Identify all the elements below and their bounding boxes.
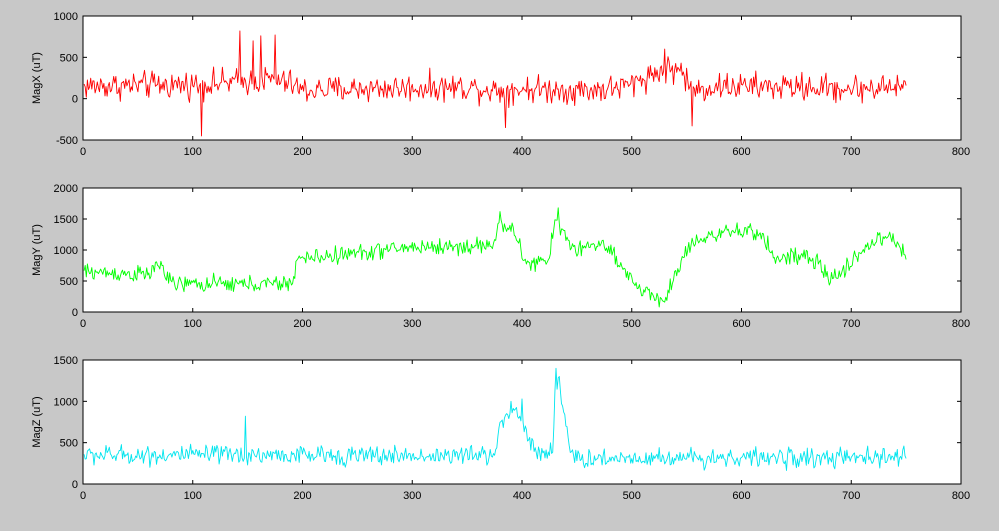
tick-layer: 0 100 200 300 400 500 600 700 800 0 500 1000 1500 200… [54, 183, 971, 330]
tick-layer: 0 100 200 300 400 500 600 700 800 0 500 1000 1500 [54, 355, 971, 502]
y-tick-label: 500 [60, 438, 78, 450]
x-tick-label: 100 [184, 146, 202, 158]
x-tick-label: 0 [80, 146, 86, 158]
x-tick-label: 500 [623, 318, 641, 330]
x-tick-label: 500 [623, 146, 641, 158]
x-tick-label: 0 [80, 490, 86, 502]
subplot-magz: MagZ (uT) 0 100 200 300 400 500 600 700 800 0 500 1… [31, 355, 970, 502]
y-tick-label: 500 [60, 52, 78, 64]
x-tick-label: 600 [732, 490, 750, 502]
series-line [83, 30, 907, 137]
series-magy [83, 207, 907, 308]
y-axis-label: MagZ (uT) [31, 396, 43, 447]
y-tick-label: 0 [72, 307, 78, 319]
x-tick-label: 100 [184, 490, 202, 502]
x-tick-label: 300 [403, 318, 421, 330]
x-tick-label: 400 [513, 318, 531, 330]
x-tick-label: 600 [732, 318, 750, 330]
y-tick-label: -500 [56, 135, 78, 147]
x-tick-label: 700 [842, 490, 860, 502]
y-tick-label: 0 [72, 94, 78, 106]
series-magx [83, 30, 907, 137]
y-tick-label: 0 [72, 479, 78, 491]
x-tick-label: 800 [952, 318, 970, 330]
y-tick-label: 500 [60, 276, 78, 288]
y-tick-label: 1500 [54, 355, 78, 367]
y-axis-label: MagX (uT) [31, 52, 43, 104]
x-tick-label: 400 [513, 146, 531, 158]
x-tick-label: 700 [842, 318, 860, 330]
series-line [83, 367, 907, 471]
x-tick-label: 200 [293, 146, 311, 158]
x-tick-label: 0 [80, 318, 86, 330]
series-magz [83, 367, 907, 471]
series-line [83, 207, 907, 308]
axes-frame [82, 187, 962, 313]
x-tick-label: 300 [403, 490, 421, 502]
x-tick-label: 100 [184, 318, 202, 330]
x-tick-label: 500 [623, 490, 641, 502]
x-tick-label: 600 [732, 146, 750, 158]
x-tick-label: 200 [293, 318, 311, 330]
x-tick-label: 300 [403, 146, 421, 158]
y-tick-label: 1500 [54, 214, 78, 226]
axes-frame [82, 359, 962, 485]
x-tick-label: 400 [513, 490, 531, 502]
x-tick-label: 200 [293, 490, 311, 502]
y-tick-label: 1000 [54, 396, 78, 408]
y-axis-label: MagY (uT) [31, 224, 43, 276]
y-tick-label: 1000 [54, 245, 78, 257]
x-tick-label: 800 [952, 490, 970, 502]
subplot-magy: MagY (uT) 0 100 200 300 400 500 600 700 800 0 500 1… [31, 183, 970, 330]
y-tick-label: 1000 [54, 11, 78, 23]
subplot-magx: MagX (uT) 0 100 200 300 400 500 600 700 800-5000… [31, 11, 970, 158]
x-tick-label: 700 [842, 146, 860, 158]
x-tick-label: 800 [952, 146, 970, 158]
axes-frame [82, 15, 962, 141]
y-tick-label: 2000 [54, 183, 78, 195]
